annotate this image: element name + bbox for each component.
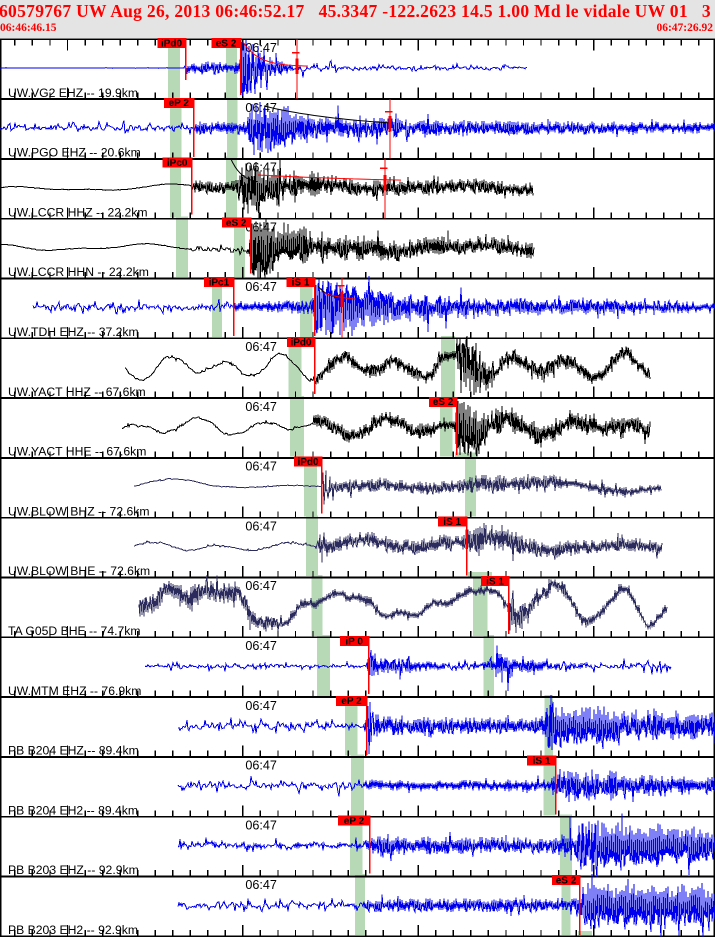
svg-text:iPd0: iPd0 — [290, 337, 312, 348]
svg-text:TA G05D BHE -- 74.7km: TA G05D BHE -- 74.7km — [8, 624, 141, 638]
svg-text:06:47: 06:47 — [245, 579, 277, 593]
svg-text:PB B203 EHZ -- 92.9km: PB B203 EHZ -- 92.9km — [8, 863, 139, 877]
svg-text:UW.BLOW BHE -- 72.6km: UW.BLOW BHE -- 72.6km — [8, 564, 150, 578]
svg-text:PB B204 EH2 -- 89.4km: PB B204 EH2 -- 89.4km — [8, 803, 138, 817]
svg-text:UW.MTM EHZ -- 76.9km: UW.MTM EHZ -- 76.9km — [8, 684, 141, 698]
svg-text:06:47: 06:47 — [245, 400, 277, 414]
svg-text:UW.LCCR HHZ -- 22.2km: UW.LCCR HHZ -- 22.2km — [8, 205, 148, 219]
svg-text:06:47: 06:47 — [245, 639, 277, 653]
svg-text:eP 2: eP 2 — [344, 816, 365, 827]
svg-text:PB B204 EHZ -- 89.4km: PB B204 EHZ -- 89.4km — [8, 744, 139, 758]
svg-text:iPc1: iPc1 — [209, 278, 230, 289]
svg-text:UW.BLOW BHZ -- 72.6km: UW.BLOW BHZ -- 72.6km — [8, 504, 150, 518]
svg-text:eS 2: eS 2 — [216, 38, 237, 49]
svg-text:UW.TDH EHZ -- 37.2km: UW.TDH EHZ -- 37.2km — [8, 325, 139, 339]
svg-text:06:47: 06:47 — [245, 220, 277, 234]
svg-text:06:47: 06:47 — [245, 519, 277, 533]
svg-text:iP 0: iP 0 — [345, 636, 363, 647]
svg-text:iPc0: iPc0 — [167, 158, 188, 169]
svg-text:iS 1: iS 1 — [292, 278, 310, 289]
svg-text:06:47: 06:47 — [245, 460, 277, 474]
svg-text:eS 2: eS 2 — [433, 397, 454, 408]
svg-text:06:47: 06:47 — [245, 340, 277, 354]
svg-text:PB B203 EH2 -- 92.9km: PB B203 EH2 -- 92.9km — [8, 923, 138, 937]
svg-text:UW.YACT HHE -- 67.6km: UW.YACT HHE -- 67.6km — [8, 445, 146, 459]
svg-text:iS 1: iS 1 — [533, 756, 551, 767]
svg-text:iS 1: iS 1 — [486, 577, 504, 588]
svg-text:06:47: 06:47 — [245, 41, 277, 55]
svg-text:eS 2: eS 2 — [556, 876, 577, 887]
svg-text:06:47: 06:47 — [245, 699, 277, 713]
svg-text:UW.YACT HHZ -- 67.6km: UW.YACT HHZ -- 67.6km — [8, 385, 146, 399]
svg-text:06:47: 06:47 — [245, 878, 277, 892]
svg-text:iS 1: iS 1 — [443, 517, 461, 528]
svg-text:iPd0: iPd0 — [297, 457, 319, 468]
svg-text:UW.VG2 EHZ -- 19.9km: UW.VG2 EHZ -- 19.9km — [8, 86, 138, 100]
svg-text:06:47: 06:47 — [245, 161, 277, 175]
svg-text:06:47: 06:47 — [245, 101, 277, 115]
svg-text:06:47: 06:47 — [245, 818, 277, 832]
svg-text:iPd0: iPd0 — [161, 38, 183, 49]
svg-text:eP 2: eP 2 — [169, 98, 190, 109]
svg-text:06:47: 06:47 — [245, 759, 277, 773]
svg-text:UW.PGO EHZ -- 20.6km: UW.PGO EHZ -- 20.6km — [8, 146, 141, 160]
svg-text:eP 2: eP 2 — [341, 696, 362, 707]
svg-text:06:47: 06:47 — [245, 280, 277, 294]
svg-text:eS 2: eS 2 — [226, 218, 247, 229]
svg-text:UW.LCCR HHN -- 22.2km: UW.LCCR HHN -- 22.2km — [8, 265, 149, 279]
